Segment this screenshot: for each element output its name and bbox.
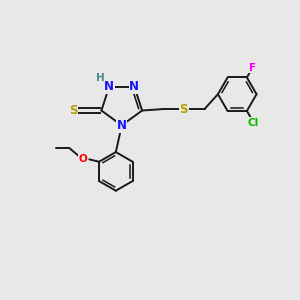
Text: S: S xyxy=(69,104,77,117)
Text: H: H xyxy=(96,73,105,83)
Text: F: F xyxy=(249,63,256,73)
Text: Cl: Cl xyxy=(248,118,259,128)
Text: O: O xyxy=(78,154,87,164)
Text: N: N xyxy=(129,80,139,93)
Text: N: N xyxy=(117,119,127,132)
Text: N: N xyxy=(104,80,114,93)
Text: S: S xyxy=(179,103,188,116)
